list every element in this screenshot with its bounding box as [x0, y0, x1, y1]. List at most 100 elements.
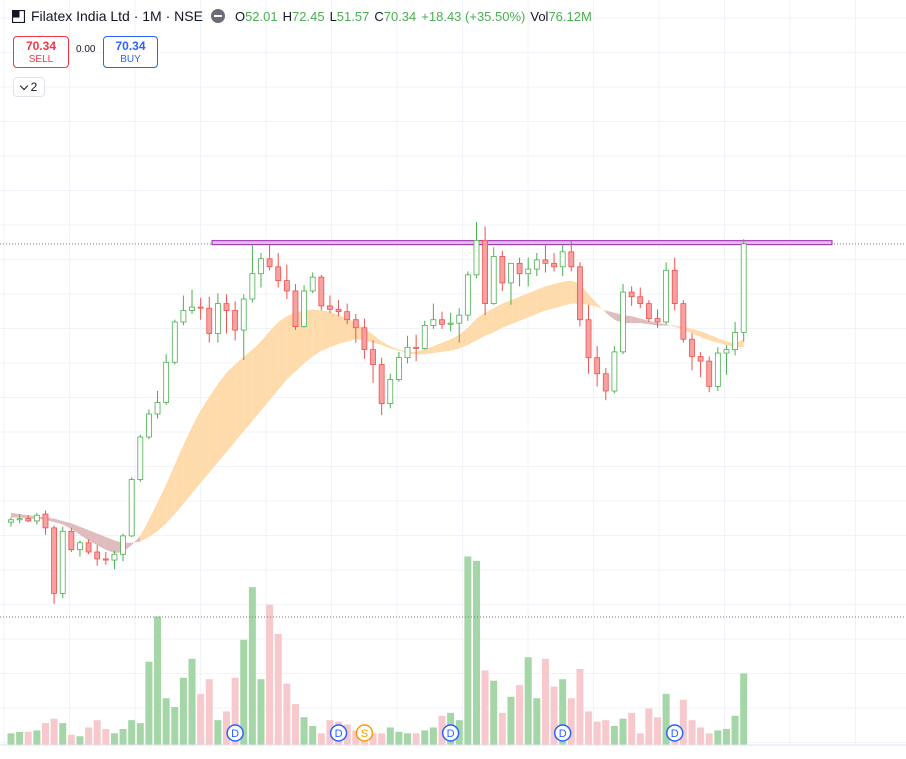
volume-bar	[498, 712, 506, 745]
sell-button[interactable]: 70.34 SELL	[13, 36, 69, 68]
candle-body	[370, 349, 376, 365]
ma-ribbon-segment	[691, 328, 701, 337]
volume-bar	[309, 726, 317, 745]
buy-price: 70.34	[115, 39, 146, 53]
ma-ribbon-segment	[373, 334, 382, 345]
split-marker-icon	[355, 724, 374, 742]
volume-bar	[516, 685, 524, 745]
ma-ribbon-segment	[97, 533, 106, 550]
candle-body	[740, 243, 747, 333]
ma-ribbon-segment	[174, 445, 184, 515]
ma-ribbon-segment	[493, 303, 503, 333]
ohlc-low: L51.57	[329, 8, 370, 24]
volume-bar	[41, 723, 49, 745]
volume-bar	[179, 677, 187, 745]
ma-ribbon-segment	[329, 311, 339, 348]
candle-body	[292, 290, 299, 328]
candle-body	[663, 269, 670, 323]
ma-ribbon-segment	[71, 523, 80, 535]
symbol-title[interactable]: Filatex India Ltd · 1M · NSE	[31, 8, 203, 24]
ma-ribbon-segment	[562, 280, 572, 306]
volume-bar	[171, 707, 179, 745]
ma-ribbon-segment	[700, 331, 710, 341]
candle-body	[111, 553, 118, 561]
ma-ribbon-segment	[217, 372, 227, 463]
volume-bar	[231, 677, 239, 745]
ma-ribbon-segment	[390, 346, 399, 351]
candle-body	[318, 276, 325, 307]
candle-body	[533, 259, 540, 270]
ma-ribbon-segment	[476, 312, 486, 341]
candle-body	[430, 319, 437, 326]
volume-bar	[688, 720, 696, 745]
volume-bar	[628, 712, 636, 745]
volume-bar	[67, 734, 75, 745]
volume-bar	[697, 727, 705, 745]
candle-body	[447, 322, 454, 325]
buy-button[interactable]: 70.34 BUY	[103, 36, 158, 68]
volume-bar	[283, 683, 291, 745]
candle-body	[59, 530, 66, 594]
candle-body	[508, 262, 514, 284]
volume-bar	[654, 717, 661, 745]
candle-body	[283, 280, 290, 292]
candle-body	[223, 303, 230, 311]
dividend-marker-label: D	[447, 728, 455, 740]
candle-body	[378, 364, 385, 405]
ma-ribbon-segment	[338, 315, 348, 344]
candle-body	[645, 303, 652, 319]
ma-ribbon-segment	[226, 364, 236, 452]
indicators-toggle-button[interactable]: 2	[13, 77, 45, 97]
ma-ribbon-segment	[252, 341, 261, 421]
candle-body	[499, 256, 506, 284]
candle-body	[146, 413, 152, 438]
volume-bar	[662, 693, 670, 745]
candle-body	[258, 258, 264, 275]
split-marker-label: S	[361, 728, 368, 740]
ma-ribbon-segment	[269, 322, 279, 401]
volume-bar	[645, 708, 653, 745]
ma-ribbon-segment	[235, 356, 244, 442]
ohlc-open: O52.01	[234, 8, 278, 24]
volume-bar	[343, 724, 351, 745]
volume-bar	[714, 730, 722, 745]
volume-bar	[128, 720, 136, 745]
candle-body	[714, 352, 721, 387]
ma-ribbon-segment	[166, 464, 175, 524]
chevron-down-icon	[19, 81, 28, 90]
volume-bar	[85, 727, 93, 745]
hide-legend-button[interactable]	[210, 9, 225, 23]
candle-body	[266, 258, 273, 268]
ma-ribbon-segment	[709, 334, 718, 343]
candle-body	[206, 307, 213, 334]
candle-body	[611, 351, 618, 392]
candle-body	[344, 311, 351, 321]
volume-bar	[585, 711, 593, 745]
candle-body	[421, 325, 428, 349]
candle-body	[637, 296, 644, 305]
ma-ribbon-segment	[381, 341, 391, 349]
ma-ribbon-segment	[140, 519, 149, 542]
indicators-count: 2	[30, 80, 38, 94]
volume-bar	[300, 717, 308, 745]
candle-body	[352, 319, 359, 329]
dividend-marker-icon	[441, 724, 460, 742]
ma-ribbon-segment	[148, 502, 158, 538]
ma-ribbon-segment	[131, 535, 141, 546]
dividend-marker-label: D	[231, 728, 239, 740]
ma-ribbon-segment	[467, 318, 477, 345]
volume-bar	[679, 699, 687, 745]
ma-ribbon-segment	[416, 349, 425, 355]
buy-label: BUY	[120, 54, 141, 65]
ma-ribbon-segment	[54, 518, 63, 525]
candle-body	[473, 239, 480, 276]
volume-bar	[567, 698, 575, 745]
volume-bar	[102, 728, 110, 745]
volume-bar	[559, 679, 567, 745]
volume-bar	[205, 679, 213, 745]
ohlc-volume: Vol76.12M	[530, 8, 592, 24]
dividend-marker-icon	[329, 724, 348, 742]
candle-body	[120, 535, 126, 555]
